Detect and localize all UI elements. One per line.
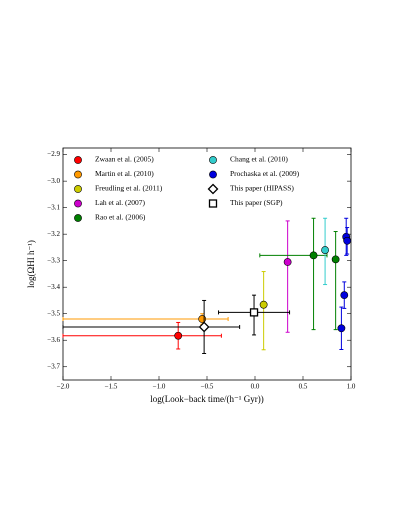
y-tick-label: −3.0	[47, 177, 60, 185]
y-tick-label: −3.1	[47, 203, 60, 211]
legend-marker	[207, 183, 219, 195]
legend-marker	[208, 199, 218, 208]
legend-label: Freudling et al. (2011)	[95, 184, 163, 193]
y-tick-label: −3.7	[47, 362, 60, 370]
x-tick-label: −0.5	[201, 383, 214, 391]
x-axis-label: log(Look−back time/(h⁻¹ Gyr))	[150, 394, 264, 404]
point	[321, 246, 329, 254]
legend-marker	[209, 156, 217, 164]
legend-label: This paper (HIPASS)	[230, 184, 294, 193]
legend-label: Rao et al. (2006)	[95, 213, 146, 222]
legend-label: Chang et al. (2010)	[230, 155, 288, 164]
y-tick-label: −3.4	[47, 283, 60, 291]
legend-label: Prochaska et al. (2009)	[230, 169, 300, 178]
y-tick-label: −3.6	[47, 336, 60, 344]
legend-label: Lah et al. (2007)	[95, 198, 145, 207]
point	[259, 300, 268, 309]
x-tick-label: 0.5	[299, 383, 308, 391]
point	[337, 324, 346, 333]
point	[198, 315, 207, 323]
legend-marker	[74, 170, 82, 179]
x-tick-label: 0.0	[251, 383, 260, 391]
y-tick-label: −3.3	[47, 256, 60, 264]
point	[249, 308, 259, 317]
legend-marker	[74, 214, 82, 222]
legend-marker	[74, 185, 82, 193]
point	[343, 236, 352, 245]
point	[331, 255, 340, 264]
legend-label: This paper (SGP)	[230, 198, 283, 207]
point	[283, 258, 292, 266]
legend-marker	[209, 170, 217, 179]
y-tick-label: −3.2	[47, 230, 60, 238]
legend-label: Zwaan et al. (2005)	[95, 155, 154, 164]
x-tick-label: 1.0	[347, 383, 356, 391]
legend-marker	[74, 156, 82, 164]
y-tick-label: −2.9	[47, 150, 60, 158]
x-tick-label: −1.5	[105, 383, 118, 391]
point	[198, 321, 210, 333]
legend-marker	[74, 199, 82, 208]
point	[309, 251, 318, 260]
x-tick-label: −2.0	[57, 383, 70, 391]
point	[174, 331, 183, 340]
point	[340, 291, 349, 300]
legend-label: Martin et al. (2010)	[95, 169, 154, 178]
x-tick-label: −1.0	[153, 383, 166, 391]
y-axis-label: log(ΩHI h⁻¹)	[26, 240, 36, 288]
y-tick-label: −3.5	[47, 309, 60, 317]
